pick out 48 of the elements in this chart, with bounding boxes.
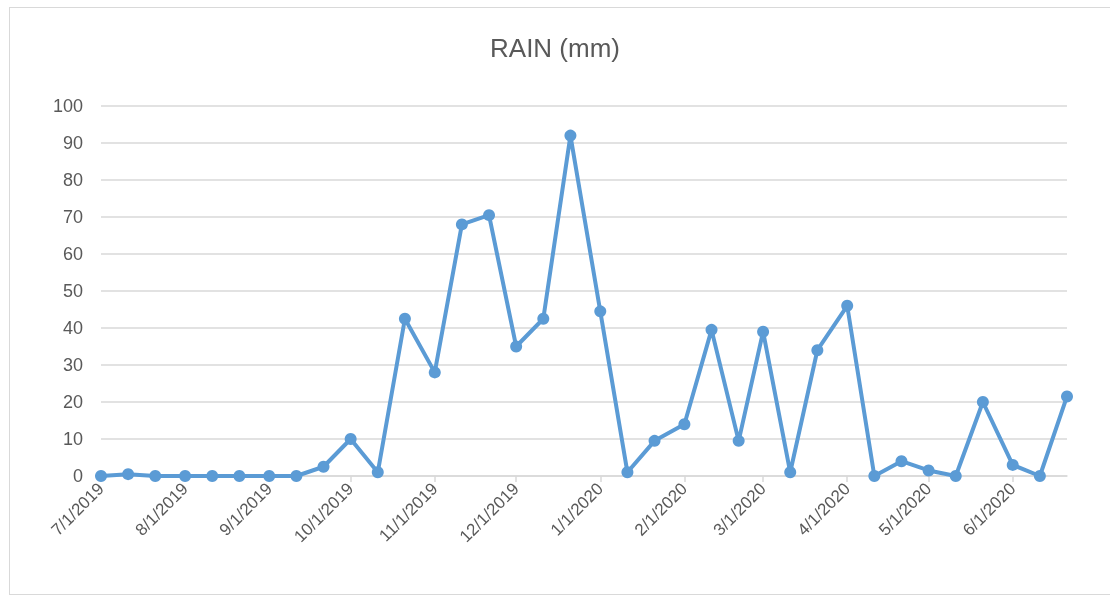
chart-title: RAIN (mm) — [490, 33, 620, 63]
y-tick-label: 30 — [62, 355, 83, 375]
point — [784, 466, 797, 479]
point — [455, 218, 468, 231]
y-tick-label: 70 — [62, 207, 83, 227]
point — [1033, 470, 1046, 482]
point — [976, 396, 989, 408]
point — [537, 312, 550, 325]
point — [1061, 390, 1073, 403]
point — [483, 209, 496, 222]
y-tick-label: 90 — [62, 133, 83, 153]
y-tick-label: 100 — [52, 96, 83, 116]
point — [263, 470, 276, 482]
point — [344, 433, 357, 445]
point — [757, 325, 770, 338]
point — [564, 129, 577, 142]
y-tick-label: 80 — [62, 170, 83, 190]
y-tick-label: 60 — [62, 244, 83, 264]
point — [428, 366, 441, 379]
point — [895, 455, 908, 468]
y-tick-label: 0 — [72, 466, 83, 486]
y-tick-label: 40 — [62, 318, 83, 338]
point — [705, 323, 718, 336]
point — [233, 470, 246, 482]
point — [1006, 458, 1019, 471]
point — [149, 470, 162, 482]
point — [510, 340, 523, 353]
point — [841, 299, 854, 312]
point — [594, 305, 607, 318]
y-tick-label: 50 — [62, 281, 83, 301]
point — [949, 470, 962, 482]
point — [678, 418, 691, 431]
y-tick-label: 20 — [62, 392, 83, 412]
point — [922, 464, 935, 477]
point — [732, 434, 745, 447]
point — [290, 470, 303, 482]
point — [206, 470, 219, 482]
point — [621, 466, 634, 479]
point — [122, 468, 135, 481]
point — [811, 344, 824, 357]
point — [868, 470, 881, 482]
point — [317, 460, 330, 473]
point — [95, 470, 107, 482]
point — [371, 466, 384, 479]
point — [648, 434, 661, 447]
point — [179, 470, 192, 482]
point — [398, 312, 411, 325]
y-tick-label: 10 — [62, 429, 83, 449]
